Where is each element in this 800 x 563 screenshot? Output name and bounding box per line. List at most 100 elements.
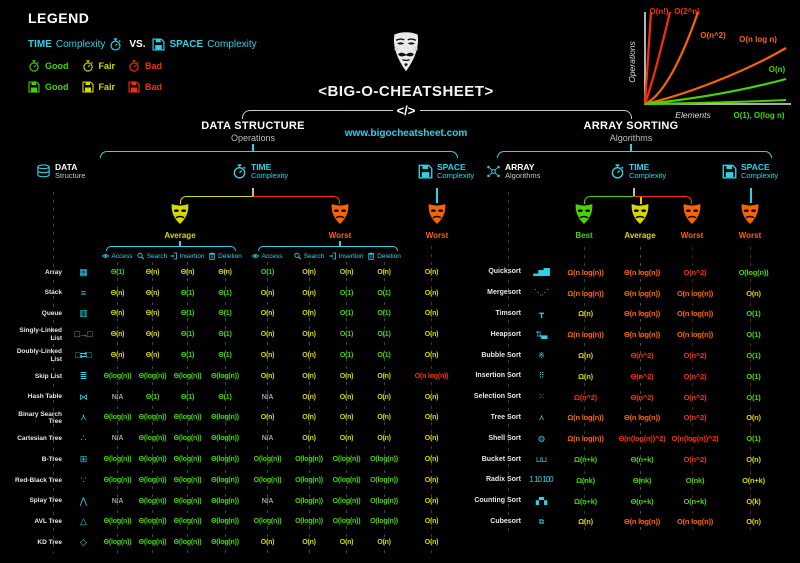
magnifier-icon bbox=[294, 252, 302, 260]
cell-value: O(n log(n)) bbox=[676, 309, 714, 319]
cell-value: O(n^2) bbox=[683, 351, 707, 361]
cell-value: Ω(n) bbox=[578, 309, 593, 319]
cell-value: O(n) bbox=[377, 372, 391, 380]
cell-value: O(1) bbox=[377, 289, 391, 297]
cell-value: O(n) bbox=[260, 352, 275, 360]
ds-space-worst-label: Worst bbox=[425, 231, 449, 240]
rating-bad-label: Bad bbox=[145, 61, 163, 71]
cell-value: N/A bbox=[111, 393, 124, 401]
timsort-icon: ┳ bbox=[539, 309, 544, 318]
bubble-sort-icon: ※ bbox=[538, 351, 545, 360]
rating-good-label: Good bbox=[45, 82, 69, 92]
cell-value: O(n) bbox=[302, 268, 316, 276]
cell-value: N/A bbox=[111, 497, 124, 505]
table-row-doubly-linked-list: Doubly-Linked List □⇄□ Θ(n) Θ(n) Θ(1) Θ(1) O(n… bbox=[8, 345, 460, 366]
cell-value: O(1) bbox=[377, 310, 391, 318]
code-dash-right bbox=[425, 109, 464, 112]
cell-value: O(1) bbox=[746, 351, 761, 361]
cell-value: Θ(n) bbox=[145, 310, 160, 318]
cell-value: Θ(log(n)) bbox=[138, 476, 167, 484]
cell-value: Θ(n(log(n))^2) bbox=[618, 434, 666, 444]
cell-value: Θ(1) bbox=[180, 352, 195, 360]
cell-value: Θ(n+k) bbox=[630, 496, 654, 506]
complexity-word: Complexity bbox=[629, 170, 667, 180]
cartesian-tree-icon: ∴ bbox=[80, 434, 87, 444]
cell-value: Θ(n) bbox=[145, 352, 160, 360]
worst-mask-icon bbox=[330, 203, 350, 225]
cell-value: O(n) bbox=[424, 352, 439, 360]
table-row-bucket-sort: Bucket Sort ⊔⊔ Ω(n+k) Θ(n+k) O(n^2) O(n) bbox=[470, 449, 787, 470]
ds-brace bbox=[100, 151, 458, 158]
cell-value: O(n) bbox=[377, 435, 391, 443]
curve-factorial bbox=[643, 11, 653, 105]
cell-value: O(log(n)) bbox=[738, 267, 769, 277]
table-row-cartesian-tree: Cartesian Tree ∴ N/A Θ(log(n)) Θ(log(n)) Θ(lo… bbox=[8, 428, 460, 449]
row-label: Mergesort bbox=[487, 289, 521, 297]
cell-value: O(n log(n)) bbox=[676, 330, 714, 340]
stopwatch-icon bbox=[610, 164, 625, 179]
splay-tree-icon: ⋀ bbox=[79, 496, 87, 506]
cell-value: O(n) bbox=[260, 289, 275, 297]
cell-value: Θ(n) bbox=[180, 268, 195, 276]
table-row-array: Array ▦ Θ(1) Θ(n) Θ(n) Θ(n) O(1) O(n) O(n) O(n) O(… bbox=[8, 262, 460, 283]
op-header-search: Search bbox=[137, 252, 167, 260]
legend-space-complexity-word: Complexity bbox=[207, 39, 257, 50]
floppy-disk-icon bbox=[152, 38, 165, 51]
page-title: <BIG-O-CHEATSHEET> bbox=[318, 83, 494, 100]
cell-value: O(n) bbox=[339, 539, 354, 547]
doubly-linked-list-icon: □⇄□ bbox=[75, 351, 91, 361]
floppy-fair-icon bbox=[82, 81, 94, 93]
stopwatch-icon bbox=[232, 164, 247, 179]
hash-table-icon: ⋈ bbox=[79, 392, 88, 402]
column-guide bbox=[187, 262, 188, 553]
curve-label-linear: O(n) bbox=[769, 65, 786, 74]
cell-value: O(n) bbox=[302, 352, 316, 360]
row-label: Red-Black Tree bbox=[15, 476, 62, 484]
cell-value: N/A bbox=[261, 393, 274, 401]
column-guide bbox=[152, 262, 153, 553]
array-sorting-section-header: ARRAY SORTING Algorithms bbox=[551, 120, 711, 143]
curve-exponential bbox=[643, 11, 672, 105]
curve-linear bbox=[644, 77, 787, 106]
data-structure-subtitle: Operations bbox=[230, 133, 276, 143]
ds-space-stem bbox=[436, 188, 438, 203]
row-label: KD Tree bbox=[37, 539, 62, 547]
average-mask-icon bbox=[170, 203, 190, 225]
curve-label-linearithmic: O(n log n) bbox=[739, 35, 777, 44]
column-guide bbox=[431, 246, 432, 553]
ds-header-word1: DATA bbox=[55, 162, 78, 172]
array-sorting-subtitle: Algorithms bbox=[609, 133, 653, 143]
cell-value: Ω(n^2) bbox=[574, 392, 597, 402]
average-ops-brace bbox=[106, 246, 236, 251]
row-label: Insertion Sort bbox=[475, 372, 521, 380]
cell-value: Θ(n) bbox=[110, 310, 125, 318]
average-mask-icon bbox=[630, 203, 650, 225]
cell-value: Θ(1) bbox=[218, 331, 232, 339]
cell-value: O(log(n)) bbox=[295, 518, 323, 526]
cell-value: O(1) bbox=[339, 310, 354, 318]
cell-value: Θ(log(n)) bbox=[211, 372, 239, 380]
column-guide bbox=[384, 262, 385, 553]
stopwatch-fair-icon bbox=[82, 60, 94, 72]
algorithms-word: Algorithms bbox=[505, 170, 541, 180]
table-row-stack: Stack ≡ Θ(n) Θ(n) Θ(1) Θ(1) O(n) O(n) O(1) O(1) O(… bbox=[8, 283, 460, 304]
ds-space-complexity-header: SPACE Complexity bbox=[418, 163, 474, 180]
insert-icon bbox=[329, 252, 337, 260]
website-url[interactable]: www.bigocheatsheet.com bbox=[344, 128, 468, 139]
trash-icon bbox=[208, 252, 216, 260]
cell-value: O(log(n)) bbox=[370, 476, 398, 484]
array-icon: ▦ bbox=[79, 267, 88, 277]
avl-tree-icon: △ bbox=[80, 517, 87, 527]
best-mask-icon bbox=[574, 203, 594, 225]
space-worst-mask-icon bbox=[740, 203, 760, 225]
row-label: Bubble Sort bbox=[481, 351, 521, 359]
time-word: TIME bbox=[251, 162, 272, 172]
cell-value: Θ(log(n)) bbox=[173, 497, 202, 505]
floppy-disk-icon bbox=[418, 164, 433, 179]
cell-value: O(1) bbox=[746, 371, 761, 381]
cell-value: Θ(n^2) bbox=[630, 351, 654, 361]
column-guide bbox=[640, 247, 641, 532]
row-label: Bucket Sort bbox=[481, 455, 521, 463]
insert-icon bbox=[170, 252, 178, 260]
cell-value: O(nk) bbox=[685, 475, 705, 485]
